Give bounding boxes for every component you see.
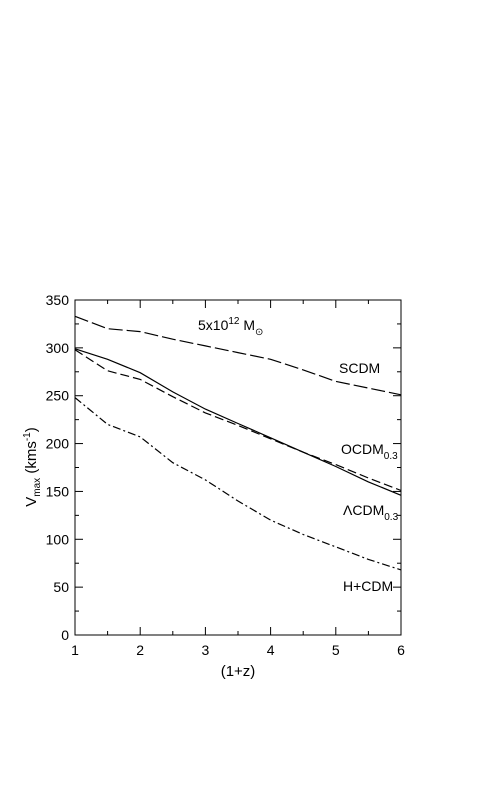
x-axis-label: (1+z)	[221, 663, 256, 680]
series-label-hcdm: H+CDM	[343, 578, 393, 594]
x-tick-label: 1	[71, 642, 79, 658]
mass-annotation: 5x1012 M⊙	[198, 316, 263, 338]
series-label-ocdm: OCDM0.3	[341, 441, 398, 462]
x-tick-label: 5	[332, 642, 340, 658]
y-tick-label: 350	[46, 292, 70, 308]
y-tick-label: 150	[46, 483, 70, 499]
y-tick-label: 250	[46, 388, 70, 404]
series-line-0	[74, 315, 402, 396]
series-line-3	[74, 397, 402, 571]
y-tick-label: 0	[61, 627, 69, 643]
series-line-1	[74, 348, 402, 496]
series-label-scdm: SCDM	[339, 360, 380, 376]
series-label-lcdm: ΛCDM0.3	[343, 502, 399, 523]
y-tick-label: 50	[53, 579, 69, 595]
y-axis-label: Vmax (kms-1)	[22, 427, 43, 507]
x-tick-label: 3	[202, 642, 210, 658]
y-tick-label: 100	[46, 531, 70, 547]
x-tick-label: 6	[397, 642, 405, 658]
y-tick-label: 300	[46, 340, 70, 356]
x-tick-label: 4	[267, 642, 275, 658]
ticks	[74, 299, 402, 636]
y-tick-label: 200	[46, 436, 70, 452]
x-tick-label: 2	[136, 642, 144, 658]
tick-labels: 1 2 3 4 5 6 0 50 100 150 200 250 300 350	[46, 292, 405, 658]
series-lines	[74, 315, 402, 571]
